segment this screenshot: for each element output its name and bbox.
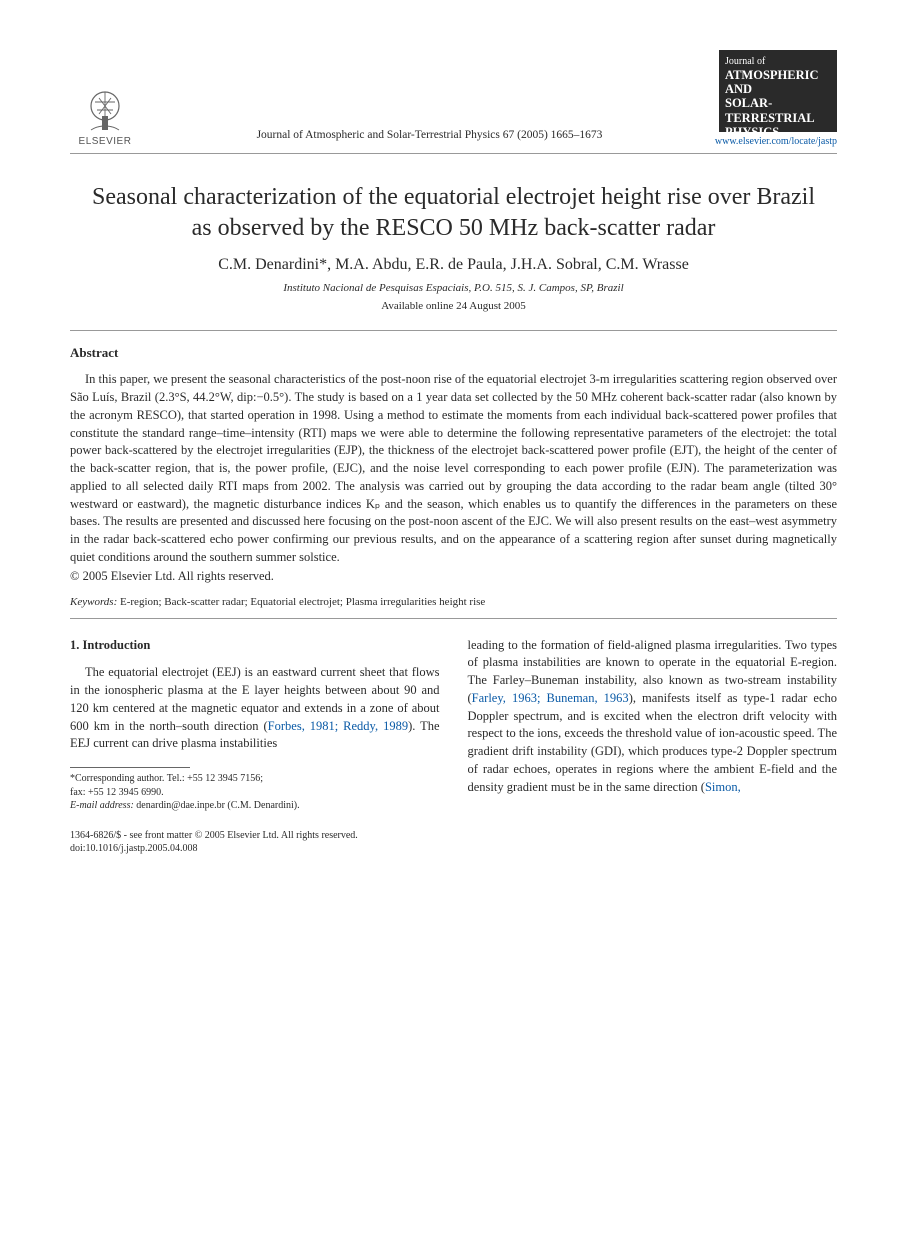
- available-online: Available online 24 August 2005: [70, 300, 837, 312]
- rule-bottom: [70, 618, 837, 619]
- abstract-body: In this paper, we present the seasonal c…: [70, 371, 837, 566]
- cover-line3: SOLAR-TERRESTRIAL: [725, 96, 831, 125]
- rule-top: [70, 330, 837, 331]
- section-heading-introduction: 1. Introduction: [70, 637, 440, 655]
- abstract-heading: Abstract: [70, 345, 837, 361]
- journal-cover-block: Journal of ATMOSPHERIC AND SOLAR-TERREST…: [719, 50, 837, 147]
- journal-reference: Journal of Atmospheric and Solar-Terrest…: [140, 129, 719, 147]
- footnote-block: *Corresponding author. Tel.: +55 12 3945…: [70, 772, 440, 813]
- intro-text-2b: ), manifests itself as type-1 radar echo…: [468, 691, 838, 794]
- publisher-label: ELSEVIER: [79, 136, 132, 147]
- footnote-fax: fax: +55 12 3945 6990.: [70, 786, 440, 800]
- footnote-rule: [70, 767, 190, 768]
- publisher-logo-block: ELSEVIER: [70, 86, 140, 147]
- column-left: 1. Introduction The equatorial electroje…: [70, 637, 440, 813]
- page: ELSEVIER Journal of Atmospheric and Sola…: [0, 0, 907, 895]
- cover-line2: ATMOSPHERIC AND: [725, 68, 831, 97]
- footnote-email-label: E-mail address:: [70, 800, 134, 811]
- footnote-email: denardin@dae.inpe.br (C.M. Denardini).: [134, 800, 300, 811]
- citation-forbes-reddy[interactable]: Forbes, 1981; Reddy, 1989: [268, 719, 408, 733]
- journal-link[interactable]: www.elsevier.com/locate/jastp: [715, 136, 837, 147]
- column-right: leading to the formation of field-aligne…: [468, 637, 838, 813]
- cover-line1: Journal of: [725, 56, 831, 68]
- keywords-text: E-region; Back-scatter radar; Equatorial…: [117, 596, 485, 608]
- intro-paragraph-right: leading to the formation of field-aligne…: [468, 637, 838, 797]
- elsevier-tree-icon: [81, 86, 129, 134]
- article-title: Seasonal characterization of the equator…: [90, 182, 817, 244]
- copyright: © 2005 Elsevier Ltd. All rights reserved…: [70, 569, 837, 584]
- citation-simon[interactable]: Simon,: [705, 780, 741, 794]
- journal-cover-box: Journal of ATMOSPHERIC AND SOLAR-TERREST…: [719, 50, 837, 132]
- footer-issn: 1364-6826/$ - see front matter © 2005 El…: [70, 829, 837, 842]
- intro-paragraph-left: The equatorial electrojet (EEJ) is an ea…: [70, 664, 440, 753]
- authors: C.M. Denardini*, M.A. Abdu, E.R. de Paul…: [70, 256, 837, 274]
- affiliation: Instituto Nacional de Pesquisas Espaciai…: [70, 282, 837, 294]
- body-columns: 1. Introduction The equatorial electroje…: [70, 637, 837, 813]
- footnote-corresponding: *Corresponding author. Tel.: +55 12 3945…: [70, 772, 440, 786]
- page-footer: 1364-6826/$ - see front matter © 2005 El…: [70, 829, 837, 855]
- keywords: Keywords: E-region; Back-scatter radar; …: [70, 596, 837, 608]
- citation-farley-buneman[interactable]: Farley, 1963; Buneman, 1963: [472, 691, 629, 705]
- footnote-email-line: E-mail address: denardin@dae.inpe.br (C.…: [70, 799, 440, 813]
- header-row: ELSEVIER Journal of Atmospheric and Sola…: [70, 50, 837, 154]
- keywords-label: Keywords:: [70, 596, 117, 608]
- footer-doi: doi:10.1016/j.jastp.2005.04.008: [70, 842, 837, 855]
